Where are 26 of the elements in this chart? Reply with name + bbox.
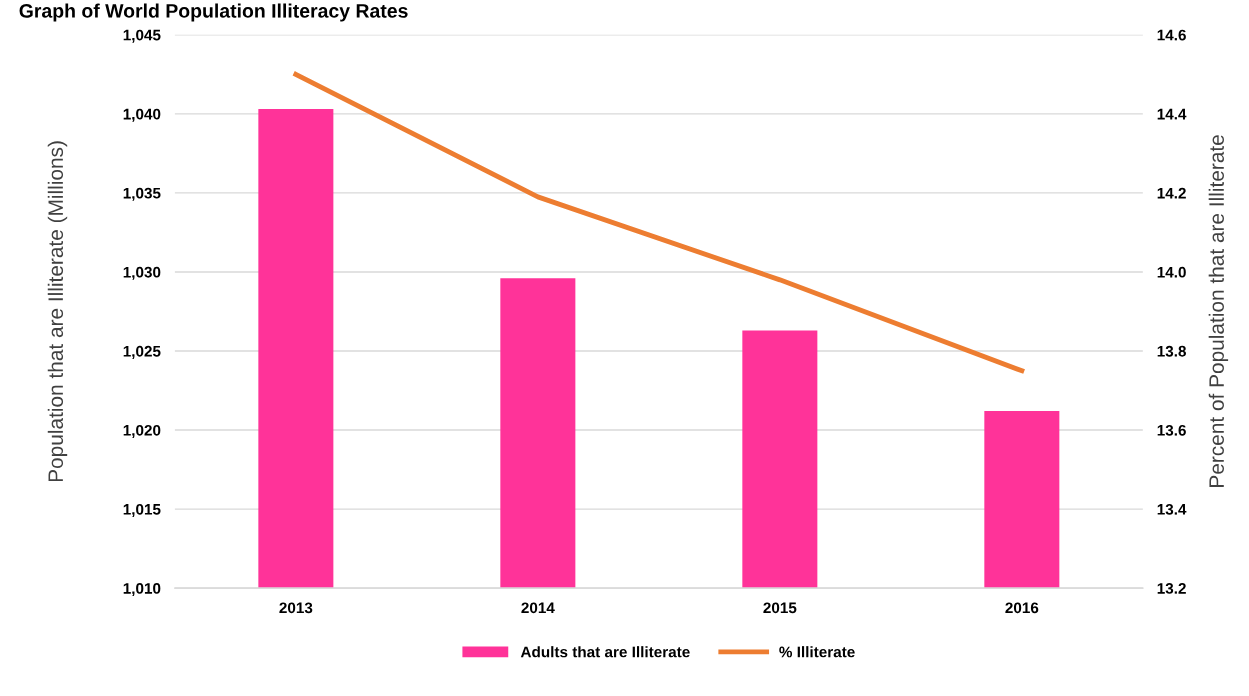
y-tick-label: 1,045	[123, 29, 161, 43]
y-tick-label: 1,020	[123, 424, 161, 438]
line-series	[293, 71, 1025, 374]
y2-tick-label: 13.2	[1157, 582, 1186, 594]
y2-tick-label: 13.4	[1157, 503, 1187, 515]
y2-tick-label: 13.6	[1157, 424, 1186, 436]
y-tick-label: 1,035	[123, 187, 161, 201]
y-tick-label: 1,010	[123, 582, 161, 597]
y-tick-label: 1,040	[123, 108, 161, 122]
y2-tick-label: 14.6	[1157, 29, 1186, 41]
x-tick-label: 2013	[279, 602, 313, 614]
y2-axis-title: Percent of Population that are Illiterate	[1208, 135, 1229, 487]
x-tick-label: 2015	[763, 602, 797, 614]
legend-label: Adults that are Illiterate	[520, 646, 690, 658]
y2-tick-label: 14.0	[1157, 266, 1186, 278]
x-tick-label: 2016	[1005, 602, 1039, 614]
y2-tick-label: 14.2	[1157, 187, 1186, 199]
x-tick-label: 2014	[521, 602, 555, 614]
y-tick-label: 1,025	[123, 345, 161, 359]
y-tick-label: 1,030	[123, 266, 161, 280]
y2-tick-label: 14.4	[1157, 108, 1187, 120]
legend-label: % Illiterate	[779, 646, 855, 658]
chart-title: Graph of World Population Illiteracy Rates	[19, 3, 408, 22]
y-axis-title: Population that are Illiterate (Millions)	[47, 141, 68, 482]
y2-tick-label: 13.8	[1157, 345, 1186, 357]
y-tick-label: 1,015	[123, 503, 161, 517]
